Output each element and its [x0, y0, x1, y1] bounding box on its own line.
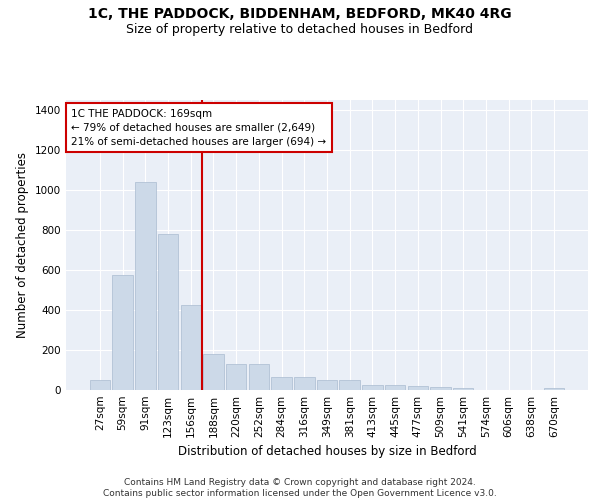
Bar	[90, 380, 110, 390]
Bar	[248, 364, 269, 390]
Bar	[544, 388, 564, 390]
Text: Size of property relative to detached houses in Bedford: Size of property relative to detached ho…	[127, 22, 473, 36]
Bar	[317, 380, 337, 390]
X-axis label: Distribution of detached houses by size in Bedford: Distribution of detached houses by size …	[178, 446, 476, 458]
Text: 1C THE PADDOCK: 169sqm
← 79% of detached houses are smaller (2,649)
21% of semi-: 1C THE PADDOCK: 169sqm ← 79% of detached…	[71, 108, 326, 146]
Bar	[430, 387, 451, 390]
Bar	[226, 364, 247, 390]
Bar	[203, 354, 224, 390]
Bar	[453, 388, 473, 390]
Bar	[181, 305, 201, 390]
Bar	[362, 385, 383, 390]
Bar	[135, 182, 155, 390]
Text: Contains HM Land Registry data © Crown copyright and database right 2024.
Contai: Contains HM Land Registry data © Crown c…	[103, 478, 497, 498]
Text: 1C, THE PADDOCK, BIDDENHAM, BEDFORD, MK40 4RG: 1C, THE PADDOCK, BIDDENHAM, BEDFORD, MK4…	[88, 8, 512, 22]
Y-axis label: Number of detached properties: Number of detached properties	[16, 152, 29, 338]
Bar	[407, 386, 428, 390]
Bar	[340, 380, 360, 390]
Bar	[294, 377, 314, 390]
Bar	[112, 275, 133, 390]
Bar	[271, 377, 292, 390]
Bar	[385, 385, 406, 390]
Bar	[158, 234, 178, 390]
